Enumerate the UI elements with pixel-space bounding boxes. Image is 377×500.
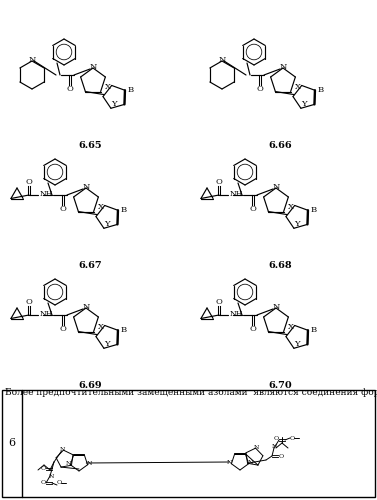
Text: O: O (279, 454, 284, 458)
Text: B: B (121, 206, 127, 214)
Text: O: O (26, 298, 32, 306)
Text: O: O (60, 325, 66, 333)
Text: 6.70: 6.70 (268, 380, 292, 390)
Text: B: B (128, 86, 134, 94)
Text: 6.69: 6.69 (78, 380, 102, 390)
Text: Y: Y (294, 220, 300, 228)
Text: N: N (271, 444, 277, 450)
Text: N: N (28, 56, 36, 64)
Text: N: N (60, 446, 65, 452)
Text: X: X (288, 204, 294, 212)
Text: 6.65: 6.65 (78, 140, 102, 149)
Text: N: N (248, 460, 253, 466)
Text: O: O (216, 178, 222, 186)
Text: B: B (311, 326, 317, 334)
Text: X: X (98, 324, 104, 332)
Text: 6.67: 6.67 (78, 260, 102, 270)
Text: Y: Y (111, 100, 117, 108)
Text: N: N (227, 460, 232, 466)
Text: N: N (272, 303, 280, 311)
Text: Более предпочтительными замещенными азолами  являются соединения формулы 6 – 62.: Более предпочтительными замещенными азол… (5, 388, 377, 397)
Text: O: O (273, 436, 279, 442)
Text: N: N (87, 462, 92, 466)
Text: N: N (218, 56, 226, 64)
Text: O: O (57, 480, 61, 486)
Text: O: O (26, 178, 32, 186)
Text: X: X (288, 324, 294, 332)
Text: N: N (66, 462, 71, 466)
Bar (2, 390, 375, 497)
Text: NH: NH (40, 310, 54, 318)
Text: O: O (257, 85, 264, 93)
Text: NH: NH (230, 310, 244, 318)
Text: X: X (105, 84, 111, 92)
Text: O: O (40, 466, 46, 471)
Text: 6.68: 6.68 (268, 260, 292, 270)
Text: 6.66: 6.66 (268, 140, 292, 149)
Text: O: O (216, 298, 222, 306)
Text: NH: NH (40, 190, 54, 198)
Text: Y: Y (104, 220, 110, 228)
Text: B: B (318, 86, 324, 94)
Text: 6: 6 (8, 438, 15, 448)
Text: Y: Y (294, 340, 300, 348)
Text: N: N (89, 63, 97, 71)
Text: N: N (82, 183, 90, 191)
Text: O: O (60, 205, 66, 213)
Text: Y: Y (104, 340, 110, 348)
Text: N: N (254, 444, 259, 450)
Text: O: O (250, 325, 256, 333)
Text: O: O (40, 480, 46, 484)
Text: B: B (311, 206, 317, 214)
Text: N: N (48, 474, 54, 478)
Text: N: N (279, 63, 287, 71)
Text: O: O (290, 436, 294, 440)
Text: N: N (272, 183, 280, 191)
Text: N: N (82, 303, 90, 311)
Text: B: B (121, 326, 127, 334)
Text: O: O (67, 85, 74, 93)
Text: X: X (295, 84, 301, 92)
Text: Y: Y (301, 100, 307, 108)
Text: O: O (250, 205, 256, 213)
Text: NH: NH (230, 190, 244, 198)
Text: X: X (98, 204, 104, 212)
